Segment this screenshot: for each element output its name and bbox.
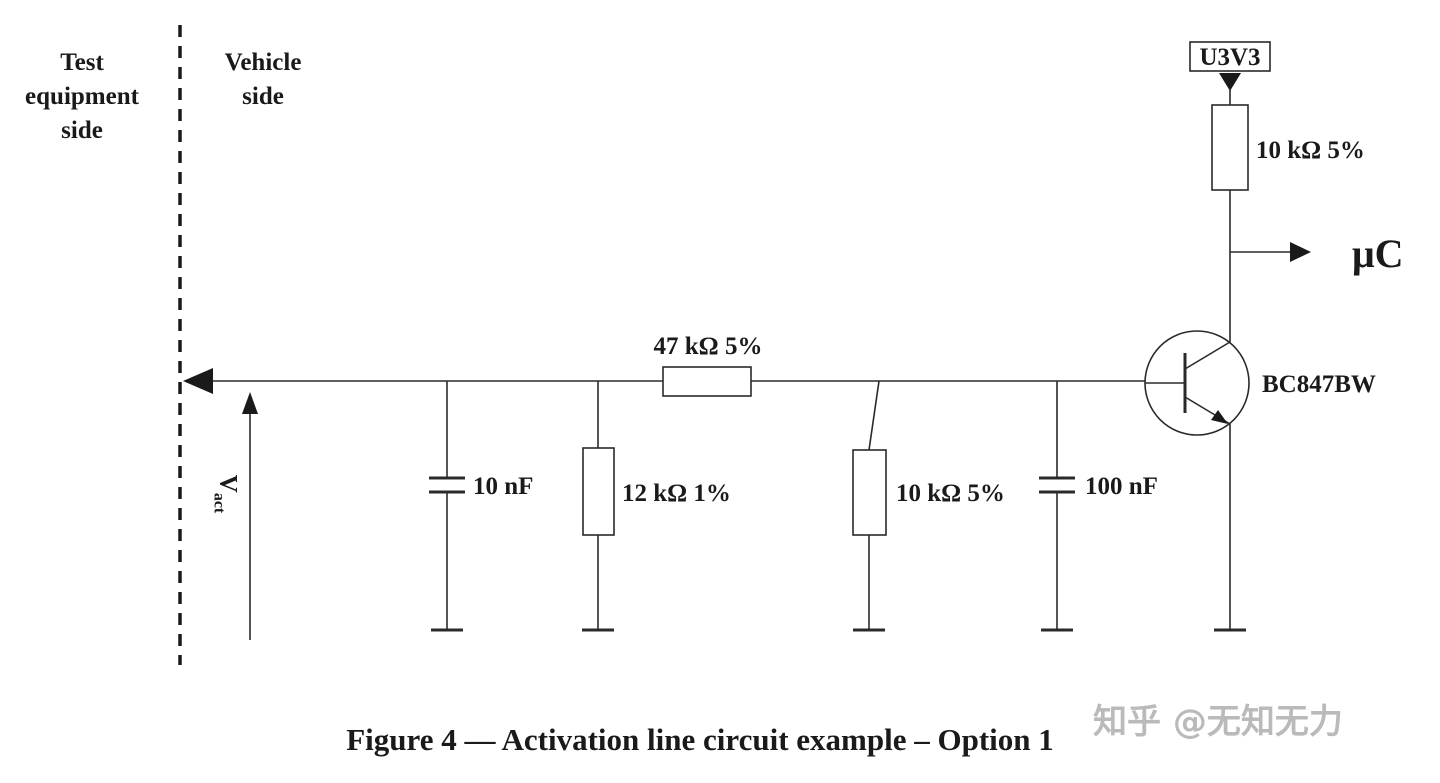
activation-line-wire	[183, 368, 1146, 394]
down-arrowhead-icon	[1219, 73, 1241, 91]
cap-10nf-label: 10 nF	[473, 473, 534, 500]
right-arrowhead-icon	[1290, 242, 1311, 262]
capacitor-100nf	[1039, 381, 1075, 632]
left-arrowhead-icon	[183, 368, 213, 394]
v-act-subscript: act	[210, 492, 228, 514]
supply-box	[1189, 41, 1271, 72]
figure-caption: Figure 4 — Activation line circuit examp…	[346, 722, 1054, 757]
res-10k-shunt-label: 10 kΩ 5%	[896, 480, 1005, 507]
transistor-label: BC847BW	[1262, 371, 1376, 398]
emitter-arrowhead-icon	[1211, 410, 1228, 424]
res-47k-label: 47 kΩ 5%	[653, 333, 763, 360]
uc-label: μC	[1352, 231, 1404, 276]
v-act-base: V	[214, 474, 242, 493]
capacitor-10nf	[429, 381, 465, 632]
v-act-arrow	[242, 392, 258, 640]
resistor-10k-pullup	[1211, 104, 1249, 191]
transistor-bc847bw	[1144, 330, 1250, 436]
watermark: 知乎 @无知无力	[1093, 702, 1343, 742]
emitter-ground	[1214, 423, 1246, 632]
up-arrowhead-icon	[242, 392, 258, 414]
test-equipment-side-label: Test equipment side	[25, 49, 139, 144]
cap-100nf-label: 100 nF	[1085, 473, 1158, 500]
res-12k-label: 12 kΩ 1%	[622, 480, 731, 507]
res-10k-pullup-label: 10 kΩ 5%	[1256, 137, 1365, 164]
resistor-47k	[662, 366, 752, 397]
vehicle-side-label: Vehicle side	[224, 49, 302, 110]
resistor-12k	[582, 381, 615, 632]
supply-u3v3-label: U3V3	[1199, 44, 1261, 71]
pullup-network	[1189, 41, 1271, 343]
v-act-label: Vact	[209, 475, 241, 514]
uc-output-tap	[1230, 242, 1311, 262]
resistor-10k-shunt	[852, 380, 887, 632]
